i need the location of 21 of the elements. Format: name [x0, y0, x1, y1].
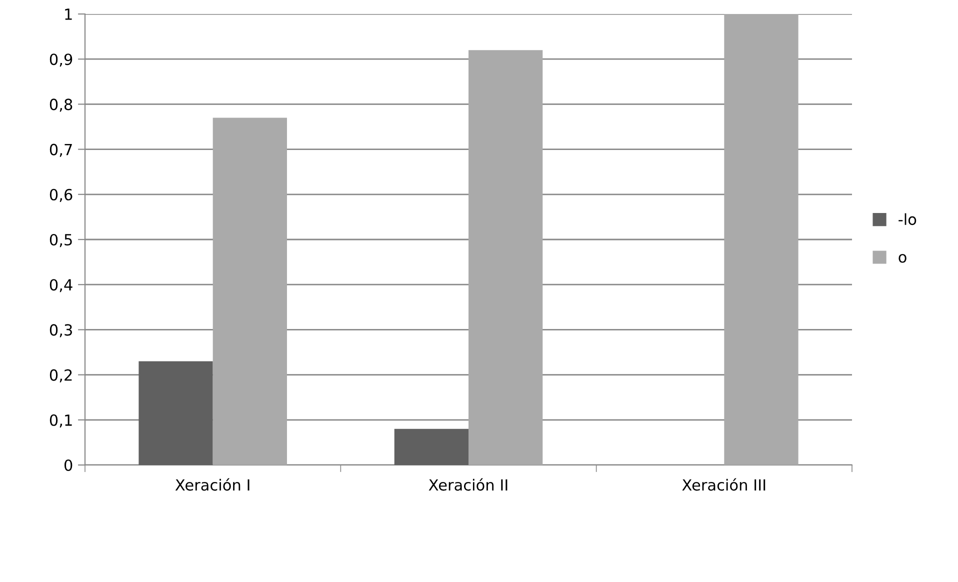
- bar: [468, 50, 543, 465]
- y-tick-label: 0,8: [50, 98, 72, 112]
- y-tick-label: 0,4: [50, 279, 72, 292]
- y-tick-label: 0,7: [50, 144, 72, 157]
- bar: [394, 428, 468, 465]
- y-tick-label: 0,1: [50, 414, 72, 428]
- y-tick-label: 0,3: [50, 324, 72, 338]
- bar: [724, 14, 798, 465]
- x-tick-label: Xeración I: [175, 478, 250, 491]
- y-tick-label: 0,9: [50, 54, 72, 67]
- legend-label: -lo: [898, 213, 916, 226]
- y-tick-label: 0: [64, 459, 72, 472]
- y-tick-label: 0,6: [50, 188, 72, 202]
- y-tick-label: 1: [65, 8, 72, 20]
- x-tick-label: Xeración III: [682, 478, 766, 491]
- x-tick-label: Xeración II: [428, 478, 508, 491]
- y-tick-label: 0,2: [50, 369, 72, 382]
- bar: [212, 118, 287, 465]
- legend-label: o: [898, 254, 906, 263]
- y-tick-label: 0,5: [50, 234, 72, 248]
- bar: [138, 361, 213, 465]
